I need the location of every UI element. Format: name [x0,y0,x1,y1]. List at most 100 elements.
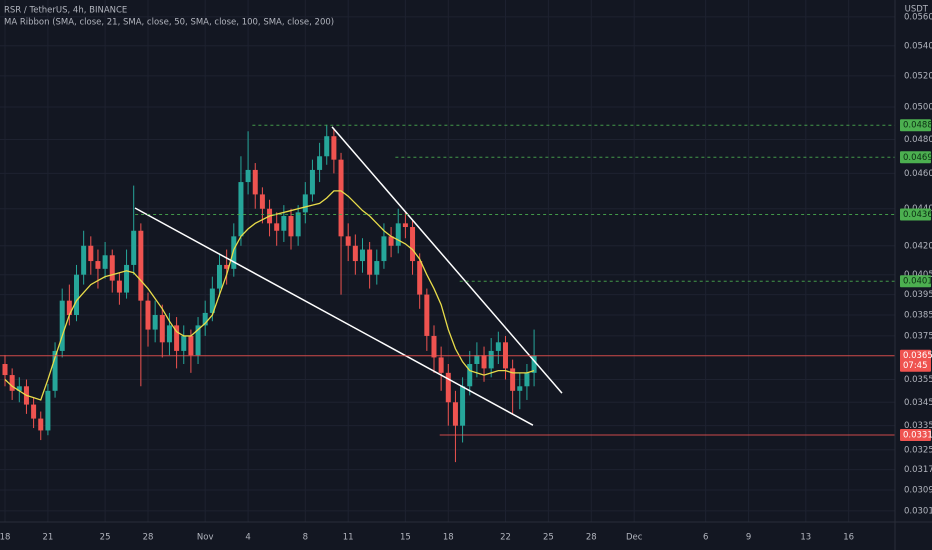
candle-body [474,355,480,364]
candle-body [431,335,437,358]
x-tick-label: 18 [0,533,10,543]
candle-body [331,136,337,160]
candle-body [402,223,408,228]
x-tick-label: 22 [500,533,511,543]
candle-body [109,255,115,281]
x-tick-label: 4 [245,533,250,543]
candle-body [410,227,416,262]
candle-body [38,418,44,431]
candle-body [481,355,487,369]
candle-body [352,245,358,262]
candle-body [295,212,301,237]
candle-body [88,245,94,262]
candle-body [238,182,244,237]
candle-body [224,264,230,269]
candle-body [524,372,530,387]
candle-body [188,335,194,356]
candle-body [102,255,108,269]
indicator-legend: MA Ribbon (SMA, close, 21, SMA, close, 5… [4,18,334,28]
y-unit: USDT [905,5,929,15]
candle-body [252,169,258,195]
price-label: 0.03311 [903,430,932,440]
price-label: 0.04368 [903,210,932,220]
candle-body [359,249,365,262]
candle-body [81,245,87,275]
candle-body [16,386,22,391]
x-tick-label: Nov [197,533,214,543]
candle-body [2,363,8,376]
candle-body [445,372,451,403]
candle-body [174,325,180,351]
candle-body [45,390,51,431]
candle-body [52,350,58,391]
x-tick-label: 15 [400,533,411,543]
candle-body [517,386,523,391]
candle-body [73,274,80,315]
candle-body [145,300,151,330]
candle-body [166,325,172,343]
candle-body [59,300,65,351]
price-label-bg [900,151,931,164]
candle-body [345,236,351,246]
candle-body [216,264,222,289]
candle-body [417,261,423,295]
candle-body [138,230,144,301]
candle-body [259,194,265,209]
plot [0,124,895,463]
price-label-bg [900,119,931,132]
price-label-bg [900,428,931,441]
candle-body [95,261,101,269]
candle-body [131,230,137,265]
candle-body [195,325,201,356]
candle-body [338,159,344,237]
trend-line [331,126,563,394]
candle-body [381,236,387,262]
candle-body [152,314,158,330]
candle-body [488,350,494,369]
candle-body [245,169,251,183]
candle-body [424,294,430,336]
x-tick-label: 13 [800,533,811,543]
candle-body [231,236,237,269]
y-tick-label: 0.03010 [904,506,932,516]
candle-body [324,136,330,157]
candle-body [288,216,294,237]
candle-body [395,223,401,246]
x-tick-label: 25 [543,533,554,543]
candle-body [274,223,280,231]
candle-body [460,386,466,426]
x-tick-label: 8 [303,533,308,543]
x-tick-label: 9 [746,533,751,543]
candle-body [202,312,208,326]
candle-body [367,249,373,275]
candle-body [531,355,537,373]
candle-body [438,357,444,373]
candle-body [9,375,15,391]
x-tick-label: 28 [143,533,154,543]
x-tick-label: 18 [443,533,454,543]
x-tick-label: 21 [42,533,53,543]
price-label: 0.04887 [903,121,932,131]
candle-body [467,363,473,387]
x-tick-label: 28 [586,533,597,543]
x-tick-label: 25 [100,533,111,543]
x-tick-label: 11 [343,533,354,543]
candle-body [309,169,315,195]
candle-body [495,342,501,351]
x-tick-label: 6 [703,533,708,543]
